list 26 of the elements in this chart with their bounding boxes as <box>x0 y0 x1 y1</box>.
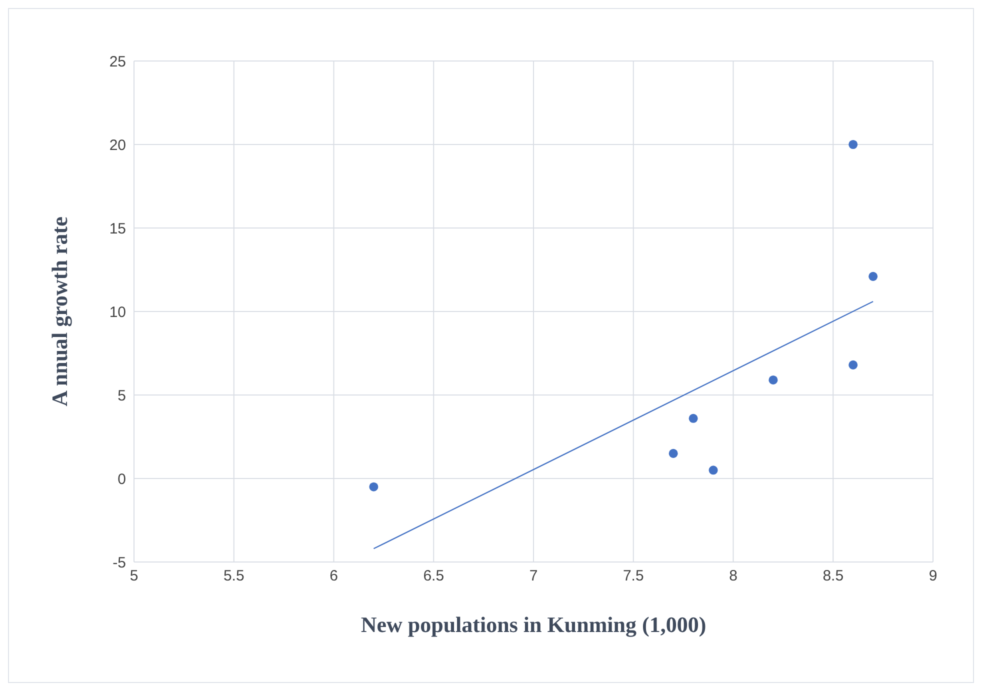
point <box>848 360 858 370</box>
x-tick-label: 6.5 <box>423 568 444 585</box>
y-tick-label: 25 <box>109 53 126 70</box>
y-tick-label: 15 <box>109 220 126 238</box>
y-tick-label: 20 <box>109 136 126 154</box>
y-tick-label: 10 <box>109 304 126 321</box>
point <box>668 448 678 458</box>
y-tick-label: -5 <box>112 554 126 572</box>
x-tick-label: 5 <box>130 568 138 585</box>
x-tick-label: 8.5 <box>822 568 844 585</box>
point <box>369 482 378 492</box>
x-tick-label: 5.5 <box>223 568 244 585</box>
y-axis-title: A nnual growth rate <box>46 216 72 406</box>
x-tick-label: 9 <box>928 568 938 585</box>
point <box>768 375 778 384</box>
y-tick-label: 5 <box>118 387 126 404</box>
x-tick-label: 6 <box>330 568 338 585</box>
point <box>688 414 698 423</box>
point <box>708 466 718 475</box>
point <box>848 140 858 150</box>
y-tick-label: 0 <box>118 470 126 488</box>
point <box>868 272 878 281</box>
x-tick-label: 7.5 <box>622 568 644 585</box>
x-tick-label: 8 <box>729 568 738 585</box>
x-axis-title: New populations in Kunming (1,000) <box>360 612 706 637</box>
x-tick-label: 7 <box>529 568 538 585</box>
